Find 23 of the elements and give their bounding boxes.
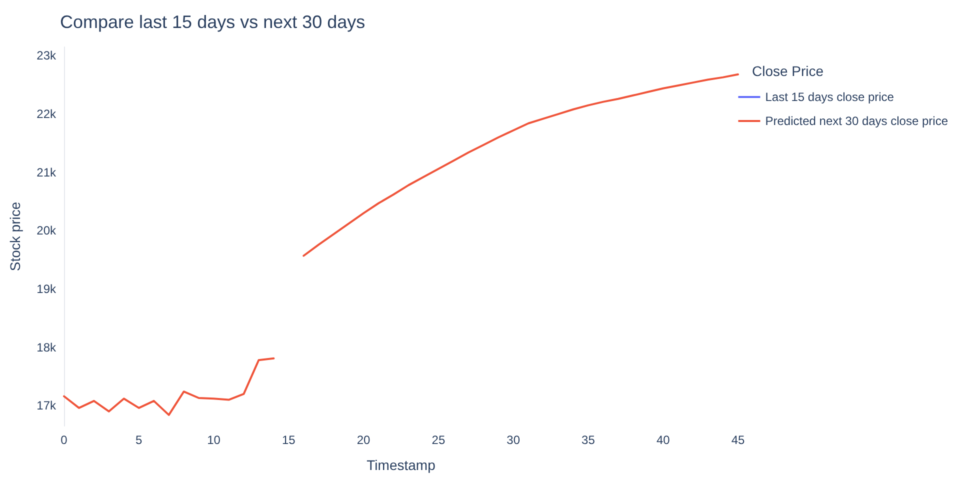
y-tick-label: 18k (36, 340, 57, 354)
x-tick-label: 40 (656, 433, 670, 447)
x-tick-label: 25 (432, 433, 446, 447)
legend-label: Last 15 days close price (765, 90, 894, 104)
y-tick-label: 19k (36, 282, 57, 296)
x-axis-title: Timestamp (366, 457, 436, 473)
y-tick-label: 23k (36, 48, 57, 63)
legend-label: Predicted next 30 days close price (765, 114, 948, 128)
x-tick-label: 35 (582, 433, 596, 447)
x-tick-label: 45 (731, 433, 745, 447)
y-tick-label: 20k (36, 224, 57, 238)
y-tick-label: 17k (36, 398, 57, 413)
x-tick-label: 30 (506, 433, 520, 447)
chart-title: Compare last 15 days vs next 30 days (60, 12, 366, 32)
y-tick-label: 21k (36, 165, 57, 180)
x-tick-label: 5 (136, 433, 143, 447)
x-tick-label: 15 (282, 433, 296, 447)
legend-title: Close Price (752, 63, 824, 79)
x-tick-label: 0 (60, 433, 68, 447)
x-tick-label: 10 (207, 433, 221, 447)
y-tick-label: 22k (36, 107, 57, 122)
y-axis-title: Stock price (7, 202, 23, 272)
x-tick-label: 20 (356, 433, 371, 447)
